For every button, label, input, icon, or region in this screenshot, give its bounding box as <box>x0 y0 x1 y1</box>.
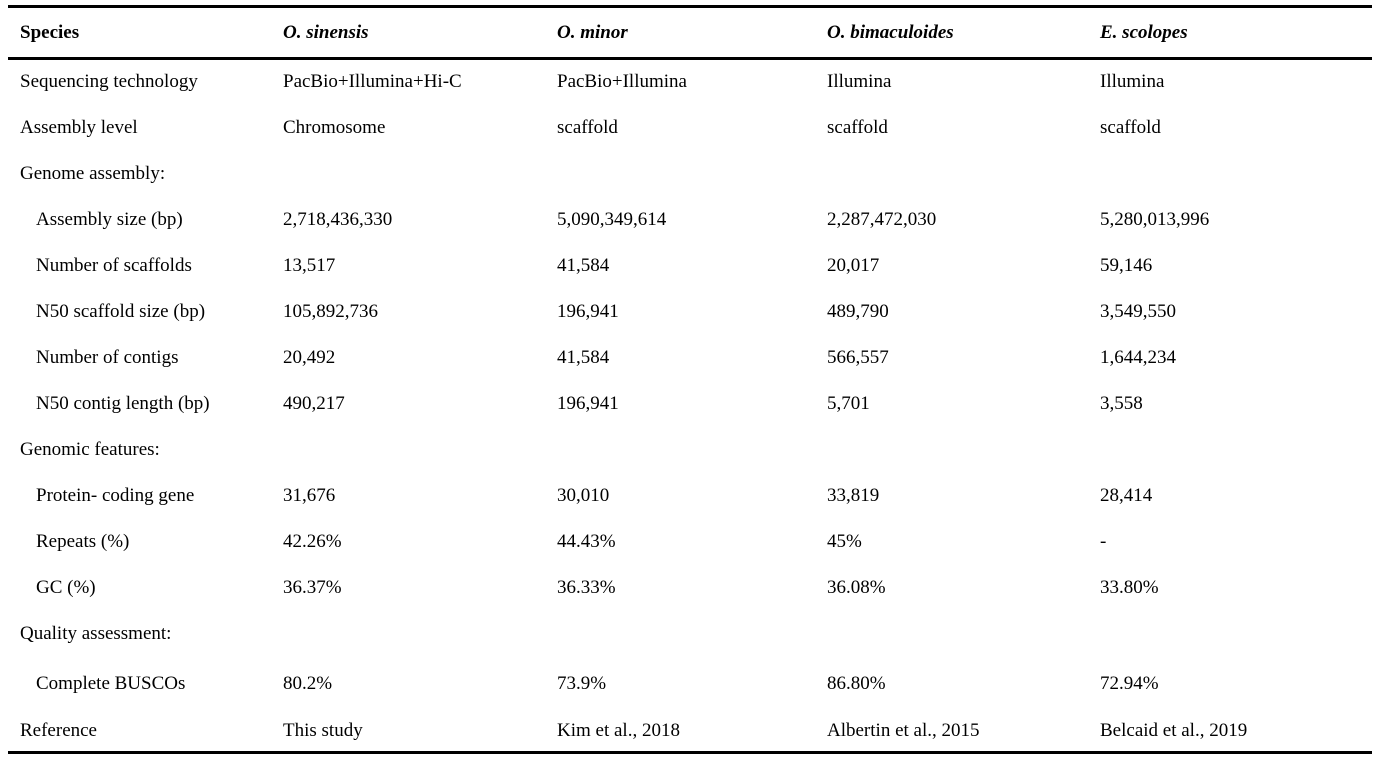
table-cell: 80.2% <box>283 672 333 694</box>
table-cell <box>271 611 545 657</box>
table-cell: 33,819 <box>827 484 880 506</box>
table-cell: 566,557 <box>827 346 889 368</box>
table-cell: Kim et al., 2018 <box>557 719 680 741</box>
table-row-complete-buscos: Complete BUSCOs 80.2% 73.9% 86.80% 72.94… <box>8 657 1372 711</box>
row-label: Complete BUSCOs <box>36 672 186 694</box>
table-cell: 5,280,013,996 <box>1100 208 1210 230</box>
row-label: Reference <box>20 719 97 741</box>
table-cell: Illumina <box>1100 71 1165 93</box>
table-cell: scaffold <box>1100 116 1161 138</box>
table-cell: scaffold <box>557 116 618 138</box>
table-row-gc: GC (%) 36.37% 36.33% 36.08% 33.80% <box>8 565 1372 611</box>
table-cell: PacBio+Illumina+Hi-C <box>283 71 462 93</box>
table-cell: 36.08% <box>827 576 886 598</box>
table-cell <box>815 611 1088 657</box>
table-row-sequencing-technology: Sequencing technology PacBio+Illumina+Hi… <box>8 59 1372 105</box>
table-cell: 36.37% <box>283 576 342 598</box>
table-cell: 41,584 <box>557 346 610 368</box>
table-cell <box>271 427 545 473</box>
table-cell: 28,414 <box>1100 484 1153 506</box>
table-cell: Chromosome <box>283 116 386 138</box>
table-cell <box>545 151 815 197</box>
table-cell: 45% <box>827 530 862 552</box>
table-cell: - <box>1100 530 1107 552</box>
row-label: Assembly size (bp) <box>36 208 183 230</box>
table-cell: 3,558 <box>1100 392 1143 414</box>
table-cell: Illumina <box>827 71 892 93</box>
table-cell: 73.9% <box>557 672 607 694</box>
table-cell: 42.26% <box>283 530 342 552</box>
table-row-n50-contig-length: N50 contig length (bp) 490,217 196,941 5… <box>8 381 1372 427</box>
table-cell: 33.80% <box>1100 576 1159 598</box>
table-cell: scaffold <box>827 116 888 138</box>
table-cell: 31,676 <box>283 484 336 506</box>
section-row-genomic-features: Genomic features: <box>8 427 1372 473</box>
section-label: Quality assessment: <box>20 622 172 644</box>
table-row-protein-coding-gene: Protein- coding gene 31,676 30,010 33,81… <box>8 473 1372 519</box>
table-cell <box>545 427 815 473</box>
column-header-o-minor: O. minor <box>557 21 628 43</box>
row-label: Number of scaffolds <box>36 254 192 276</box>
table-row-assembly-size: Assembly size (bp) 2,718,436,330 5,090,3… <box>8 197 1372 243</box>
table-cell: PacBio+Illumina <box>557 71 687 93</box>
table-cell <box>815 427 1088 473</box>
table-cell: 44.43% <box>557 530 616 552</box>
row-label: Protein- coding gene <box>36 484 195 506</box>
table-cell: Albertin et al., 2015 <box>827 719 980 741</box>
table-cell: Belcaid et al., 2019 <box>1100 719 1248 741</box>
table-cell: 36.33% <box>557 576 616 598</box>
table-cell: 3,549,550 <box>1100 300 1176 322</box>
column-header-species: Species <box>20 21 80 43</box>
row-label: GC (%) <box>36 576 96 598</box>
table-cell <box>1088 151 1372 197</box>
row-label: Sequencing technology <box>20 71 198 93</box>
column-header-o-sinensis: O. sinensis <box>283 21 369 43</box>
table-row-assembly-level: Assembly level Chromosome scaffold scaff… <box>8 105 1372 151</box>
table-cell: 2,287,472,030 <box>827 208 937 230</box>
column-header-o-bimaculoides: O. bimaculoides <box>827 21 954 43</box>
table-cell: 20,492 <box>283 346 336 368</box>
row-label: Repeats (%) <box>36 530 130 552</box>
table-cell: 41,584 <box>557 254 610 276</box>
column-header-e-scolopes: E. scolopes <box>1100 21 1188 43</box>
table-cell <box>1088 611 1372 657</box>
table-cell: 105,892,736 <box>283 300 378 322</box>
row-label: Assembly level <box>20 116 138 138</box>
table-cell: 196,941 <box>557 392 619 414</box>
table-cell: 5,701 <box>827 392 870 414</box>
table-row-n50-scaffold-size: N50 scaffold size (bp) 105,892,736 196,9… <box>8 289 1372 335</box>
table-cell <box>545 611 815 657</box>
table-cell: 13,517 <box>283 254 336 276</box>
table-cell: 2,718,436,330 <box>283 208 393 230</box>
table-cell: 489,790 <box>827 300 889 322</box>
table-cell: 490,217 <box>283 392 345 414</box>
table-cell <box>1088 427 1372 473</box>
table-cell: 20,017 <box>827 254 880 276</box>
genome-assembly-table: Species O. sinensis O. minor O. bimaculo… <box>8 5 1372 754</box>
table-cell: 196,941 <box>557 300 619 322</box>
header-row: Species O. sinensis O. minor O. bimaculo… <box>8 7 1372 59</box>
table-cell: 86.80% <box>827 672 886 694</box>
table-row-repeats: Repeats (%) 42.26% 44.43% 45% - <box>8 519 1372 565</box>
table-cell: This study <box>283 719 363 741</box>
section-label: Genome assembly: <box>20 162 166 184</box>
table-cell: 59,146 <box>1100 254 1153 276</box>
section-row-genome-assembly: Genome assembly: <box>8 151 1372 197</box>
table-row-number-of-contigs: Number of contigs 20,492 41,584 566,557 … <box>8 335 1372 381</box>
table-cell <box>815 151 1088 197</box>
section-row-quality-assessment: Quality assessment: <box>8 611 1372 657</box>
table-cell: 30,010 <box>557 484 610 506</box>
table-cell: 72.94% <box>1100 672 1159 694</box>
table-cell: 1,644,234 <box>1100 346 1176 368</box>
row-label: Number of contigs <box>36 346 179 368</box>
row-label: N50 contig length (bp) <box>36 392 210 414</box>
table-row-reference: Reference This study Kim et al., 2018 Al… <box>8 711 1372 753</box>
table-cell: 5,090,349,614 <box>557 208 667 230</box>
table-cell <box>271 151 545 197</box>
table-row-number-of-scaffolds: Number of scaffolds 13,517 41,584 20,017… <box>8 243 1372 289</box>
row-label: N50 scaffold size (bp) <box>36 300 206 322</box>
section-label: Genomic features: <box>20 438 160 460</box>
